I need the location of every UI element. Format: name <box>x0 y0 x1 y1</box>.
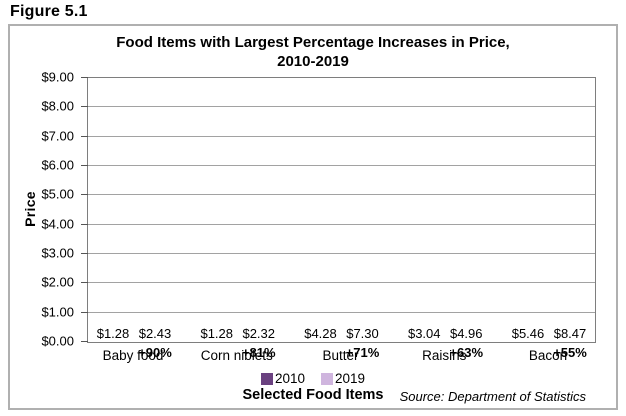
gridline <box>88 311 595 313</box>
figure-box: Food Items with Largest Percentage Incre… <box>8 24 618 410</box>
gridline <box>88 253 595 254</box>
bar-value-label: $1.28 <box>96 326 130 341</box>
legend-item-2019: 2019 <box>321 371 365 386</box>
bar-percent-label: +63% <box>449 345 484 360</box>
bar-value-label: $1.28 <box>200 326 234 341</box>
y-tick-label: $3.00 <box>41 245 74 261</box>
bar-percent-label: +90% <box>138 345 172 360</box>
bar-value-label: $7.30 <box>346 326 379 341</box>
y-tick-label: $8.00 <box>41 98 74 114</box>
x-category-label-baby-food: Baby food <box>102 348 164 363</box>
bar-percent-label: +81% <box>241 345 276 360</box>
x-category-label-butter: Butter <box>322 348 359 363</box>
plot-area: $1.28 $2.43 +90% $1.28 $2.32 +81% $4.28 $7.30 +7… <box>81 77 596 360</box>
y-axis-tick-mark <box>81 282 88 284</box>
gridline <box>88 135 595 137</box>
y-tick-label: $0.00 <box>41 333 74 349</box>
x-category-label-raisins: Raisins <box>422 348 467 363</box>
gridline <box>88 194 595 196</box>
y-tick-label: $6.00 <box>41 157 74 173</box>
x-category-label-bacon: Bacon <box>528 348 568 363</box>
chart-title-line2: 2010-2019 <box>277 53 349 70</box>
y-axis-tick-mark <box>81 165 88 166</box>
bar-value-label: $2.32 <box>242 326 276 341</box>
bar-value-label: $3.04 <box>407 326 441 341</box>
y-axis-tick-mark <box>81 106 88 108</box>
y-tick-label: $4.00 <box>41 216 74 232</box>
y-tick-label: $7.00 <box>41 128 74 144</box>
y-axis-tick-mark <box>81 194 88 196</box>
gridline <box>88 106 595 108</box>
y-tick-label: $2.00 <box>41 274 74 290</box>
x-axis-label: Selected Food Items <box>242 387 384 403</box>
gridline <box>88 282 595 284</box>
bar-percent-label: +55% <box>553 345 587 360</box>
legend: 2010 2019 <box>10 371 616 386</box>
legend-label-2010: 2010 <box>274 371 305 386</box>
y-axis-tick-mark <box>81 135 88 137</box>
bar-value-label: $4.96 <box>449 326 483 341</box>
bar-value-label: $8.47 <box>553 326 587 341</box>
y-axis-tick-mark <box>81 223 88 225</box>
legend-item-2010: 2010 <box>260 371 305 386</box>
legend-label-2019: 2019 <box>335 371 366 386</box>
y-axis-tick-mark <box>81 77 88 78</box>
y-tick-label: $1.00 <box>41 304 74 320</box>
bar-percent-label: +71% <box>345 345 380 360</box>
y-axis-tick-mark <box>81 341 88 342</box>
source-note: Source: Department of Statistics <box>399 389 586 404</box>
chart-title-line1: Food Items with Largest Percentage Incre… <box>116 34 510 51</box>
gridline <box>88 165 595 166</box>
y-axis-ticks: $0.00 $1.00 $2.00 $3.00 $4.00 $5.00 $6.00 $7.00… <box>10 70 80 349</box>
bar-value-label: $2.43 <box>138 326 172 341</box>
legend-swatch-2019 <box>321 372 333 385</box>
x-category-label-corn-niblets: Corn niblets <box>200 348 273 363</box>
bar-value-label: $5.46 <box>511 326 545 341</box>
y-axis-tick-mark <box>81 311 88 313</box>
chart-title: Food Items with Largest Percentage Incre… <box>10 33 616 71</box>
bar-value-label: $4.28 <box>304 326 337 341</box>
figure-label: Figure 5.1 <box>10 3 88 20</box>
y-tick-label: $9.00 <box>41 69 74 85</box>
y-tick-label: $5.00 <box>41 186 74 202</box>
y-axis-tick-mark <box>81 253 88 254</box>
x-category-labels: Baby food Corn niblets Butter Raisins Bacon <box>87 348 594 363</box>
bar-groups: $1.28 $2.43 +90% $1.28 $2.32 +81% $4.28 $7.30 +7… <box>88 78 595 360</box>
gridline <box>88 223 595 225</box>
legend-swatch-2010 <box>260 372 273 385</box>
